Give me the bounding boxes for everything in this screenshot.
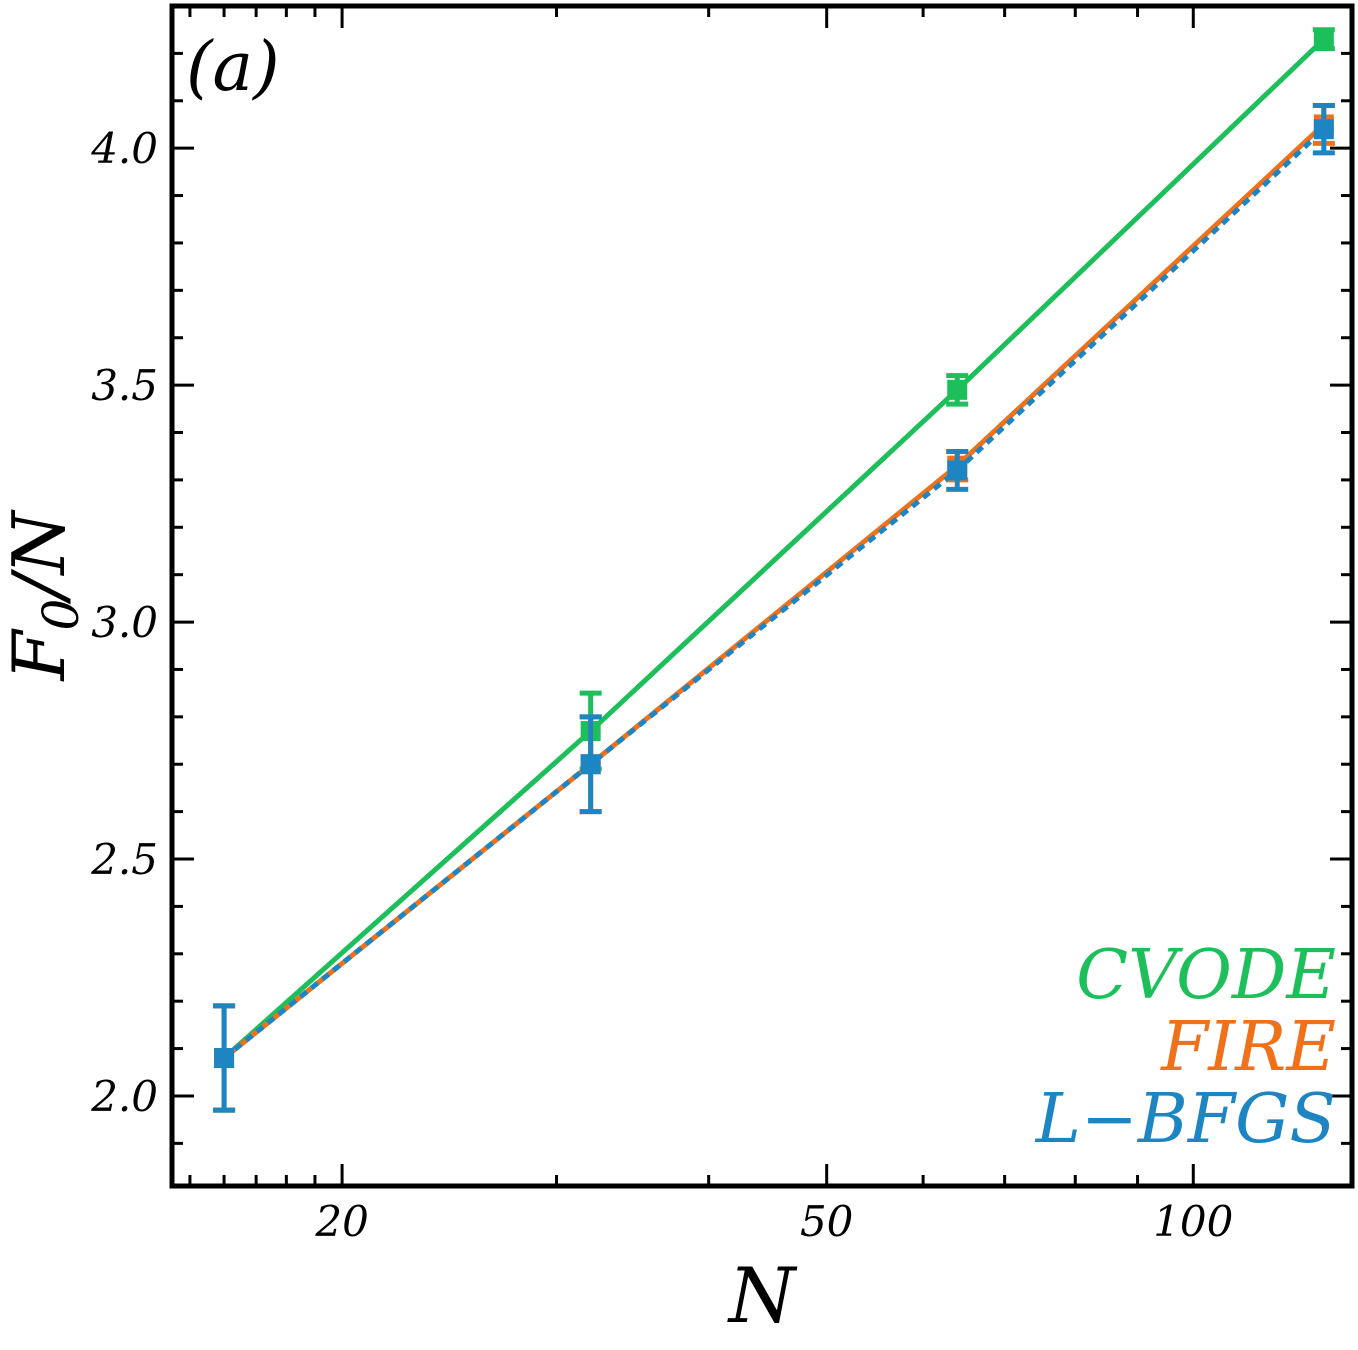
legend-entry-l-bfgs: L−BFGS bbox=[1034, 1080, 1336, 1159]
x-axis-label: N bbox=[727, 1251, 798, 1340]
y-axis-label: F0/N bbox=[0, 508, 90, 682]
series-layer bbox=[213, 27, 1335, 1113]
y-tick-label: 4.0 bbox=[90, 124, 158, 173]
data-point-cvode bbox=[1313, 29, 1334, 50]
data-point-l-bfgs bbox=[214, 1048, 235, 1069]
panel-label: (a) bbox=[186, 28, 280, 107]
data-point-l-bfgs bbox=[947, 460, 968, 481]
series-line-fire bbox=[222, 122, 1326, 1060]
y-tick-label: 3.0 bbox=[91, 598, 158, 647]
ticks-layer: 20 50 100 2.0 2.5 3.0 3.5 4.0 bbox=[90, 6, 1352, 1246]
x-tick-label: 20 bbox=[314, 1197, 368, 1246]
x-tick-label: 100 bbox=[1153, 1197, 1233, 1246]
data-point-l-bfgs bbox=[580, 754, 601, 775]
legend-entry-fire: FIRE bbox=[1159, 1008, 1336, 1087]
plot-frame bbox=[169, 3, 1355, 1189]
series-line-l-bfgs bbox=[222, 127, 1326, 1060]
data-point-l-bfgs bbox=[1313, 119, 1334, 140]
series-line-cvode bbox=[222, 37, 1326, 1060]
data-point-cvode bbox=[947, 379, 968, 400]
y-axis-label-sub: 0 bbox=[32, 599, 90, 631]
legend-entry-cvode: CVODE bbox=[1076, 936, 1336, 1015]
y-axis-label-main: F bbox=[0, 628, 81, 683]
y-tick-label: 3.5 bbox=[91, 361, 158, 410]
y-tick-label: 2.5 bbox=[90, 835, 158, 884]
y-tick-label: 2.0 bbox=[90, 1072, 158, 1121]
x-tick-label: 50 bbox=[800, 1197, 853, 1246]
y-axis-label-tail: /N bbox=[0, 508, 81, 604]
